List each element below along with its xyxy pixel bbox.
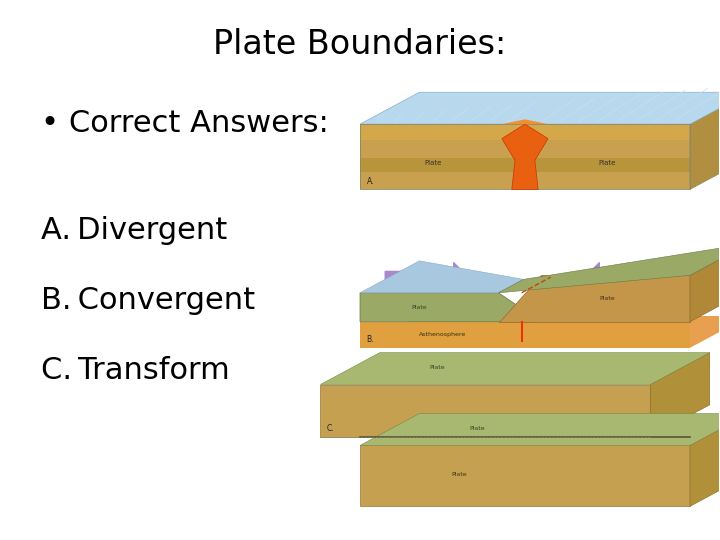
Polygon shape [690, 244, 720, 322]
Text: Plate Boundaries:: Plate Boundaries: [213, 28, 507, 61]
Text: Plate: Plate [599, 160, 616, 166]
Text: C. Transform: C. Transform [41, 356, 230, 385]
Polygon shape [498, 244, 720, 293]
Polygon shape [360, 140, 690, 158]
Polygon shape [690, 414, 720, 507]
Polygon shape [360, 92, 720, 124]
Polygon shape [360, 293, 541, 322]
Polygon shape [650, 353, 710, 437]
Polygon shape [320, 384, 650, 437]
Polygon shape [498, 275, 690, 322]
Polygon shape [320, 353, 710, 384]
Text: Asthenosphere: Asthenosphere [419, 332, 466, 338]
Text: Plate: Plate [412, 305, 427, 310]
Polygon shape [360, 446, 690, 507]
Text: A.: A. [366, 177, 374, 186]
Text: Plate: Plate [429, 364, 445, 369]
Text: • Correct Answers:: • Correct Answers: [41, 109, 328, 138]
Polygon shape [502, 124, 548, 190]
Text: Plate: Plate [424, 160, 441, 166]
Text: B. Convergent: B. Convergent [41, 286, 255, 315]
Text: B.: B. [366, 335, 374, 344]
Polygon shape [360, 261, 523, 293]
Polygon shape [360, 124, 690, 140]
Polygon shape [360, 158, 690, 172]
Text: Plate: Plate [600, 296, 616, 301]
Polygon shape [360, 316, 720, 348]
Text: Plate: Plate [451, 472, 467, 477]
Text: A. Divergent: A. Divergent [41, 217, 227, 245]
Text: Plate: Plate [469, 426, 485, 430]
Text: C.: C. [327, 424, 335, 433]
Polygon shape [502, 119, 548, 124]
Polygon shape [360, 172, 690, 190]
Polygon shape [360, 414, 720, 445]
Polygon shape [360, 322, 690, 348]
Polygon shape [690, 92, 720, 190]
